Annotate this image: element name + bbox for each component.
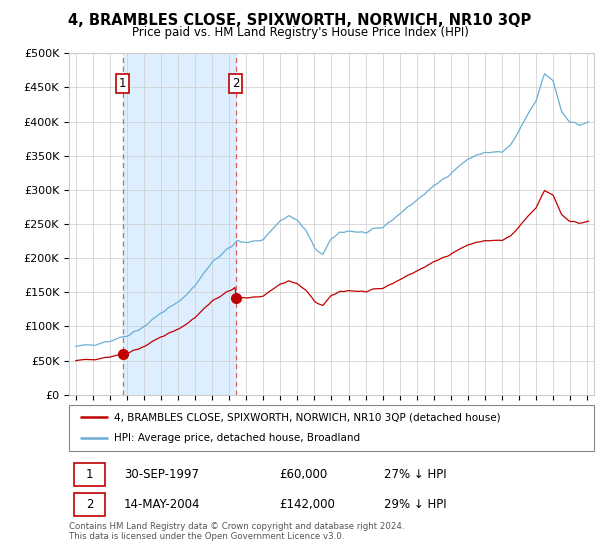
Text: £142,000: £142,000 [279,498,335,511]
Text: 30-SEP-1997: 30-SEP-1997 [124,468,199,481]
Text: 1: 1 [119,77,127,91]
Text: 29% ↓ HPI: 29% ↓ HPI [384,498,446,511]
FancyBboxPatch shape [69,405,594,451]
Text: HPI: Average price, detached house, Broadland: HPI: Average price, detached house, Broa… [113,433,360,444]
Text: 2: 2 [232,77,239,91]
FancyBboxPatch shape [74,463,105,486]
Text: Price paid vs. HM Land Registry's House Price Index (HPI): Price paid vs. HM Land Registry's House … [131,26,469,39]
Text: 27% ↓ HPI: 27% ↓ HPI [384,468,446,481]
Text: Contains HM Land Registry data © Crown copyright and database right 2024.
This d: Contains HM Land Registry data © Crown c… [69,522,404,542]
Text: 2: 2 [86,498,93,511]
Text: 14-MAY-2004: 14-MAY-2004 [124,498,200,511]
Text: £60,000: £60,000 [279,468,327,481]
Bar [122,53,236,395]
Text: 4, BRAMBLES CLOSE, SPIXWORTH, NORWICH, NR10 3QP: 4, BRAMBLES CLOSE, SPIXWORTH, NORWICH, N… [68,13,532,28]
Text: 1: 1 [86,468,93,481]
Text: 4, BRAMBLES CLOSE, SPIXWORTH, NORWICH, NR10 3QP (detached house): 4, BRAMBLES CLOSE, SPIXWORTH, NORWICH, N… [113,412,500,422]
FancyBboxPatch shape [74,493,105,516]
